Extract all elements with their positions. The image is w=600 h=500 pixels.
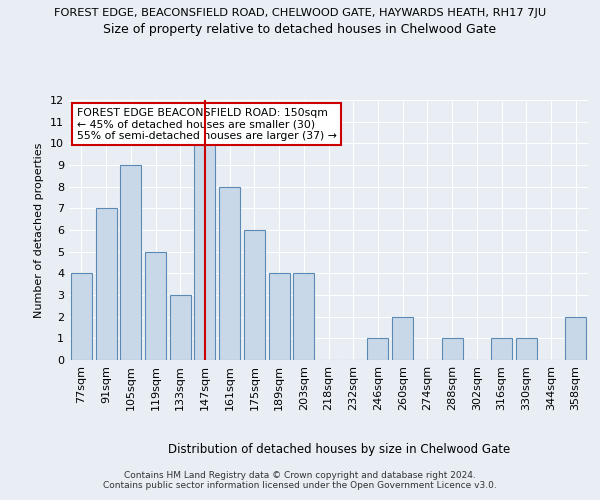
Text: FOREST EDGE, BEACONSFIELD ROAD, CHELWOOD GATE, HAYWARDS HEATH, RH17 7JU: FOREST EDGE, BEACONSFIELD ROAD, CHELWOOD… xyxy=(54,8,546,18)
Bar xyxy=(565,316,586,360)
Text: Size of property relative to detached houses in Chelwood Gate: Size of property relative to detached ho… xyxy=(103,22,497,36)
Text: Contains public sector information licensed under the Open Government Licence v3: Contains public sector information licen… xyxy=(103,481,497,490)
Bar xyxy=(442,338,463,360)
Bar xyxy=(194,144,215,360)
Bar xyxy=(392,316,413,360)
Bar xyxy=(71,274,92,360)
Bar xyxy=(491,338,512,360)
Y-axis label: Number of detached properties: Number of detached properties xyxy=(34,142,44,318)
Text: FOREST EDGE BEACONSFIELD ROAD: 150sqm
← 45% of detached houses are smaller (30)
: FOREST EDGE BEACONSFIELD ROAD: 150sqm ← … xyxy=(77,108,337,141)
Bar xyxy=(170,295,191,360)
Bar xyxy=(219,186,240,360)
Text: Distribution of detached houses by size in Chelwood Gate: Distribution of detached houses by size … xyxy=(168,442,510,456)
Bar xyxy=(269,274,290,360)
Bar xyxy=(293,274,314,360)
Bar xyxy=(516,338,537,360)
Bar xyxy=(95,208,116,360)
Bar xyxy=(244,230,265,360)
Bar xyxy=(145,252,166,360)
Text: Contains HM Land Registry data © Crown copyright and database right 2024.: Contains HM Land Registry data © Crown c… xyxy=(124,471,476,480)
Bar xyxy=(367,338,388,360)
Bar xyxy=(120,165,141,360)
